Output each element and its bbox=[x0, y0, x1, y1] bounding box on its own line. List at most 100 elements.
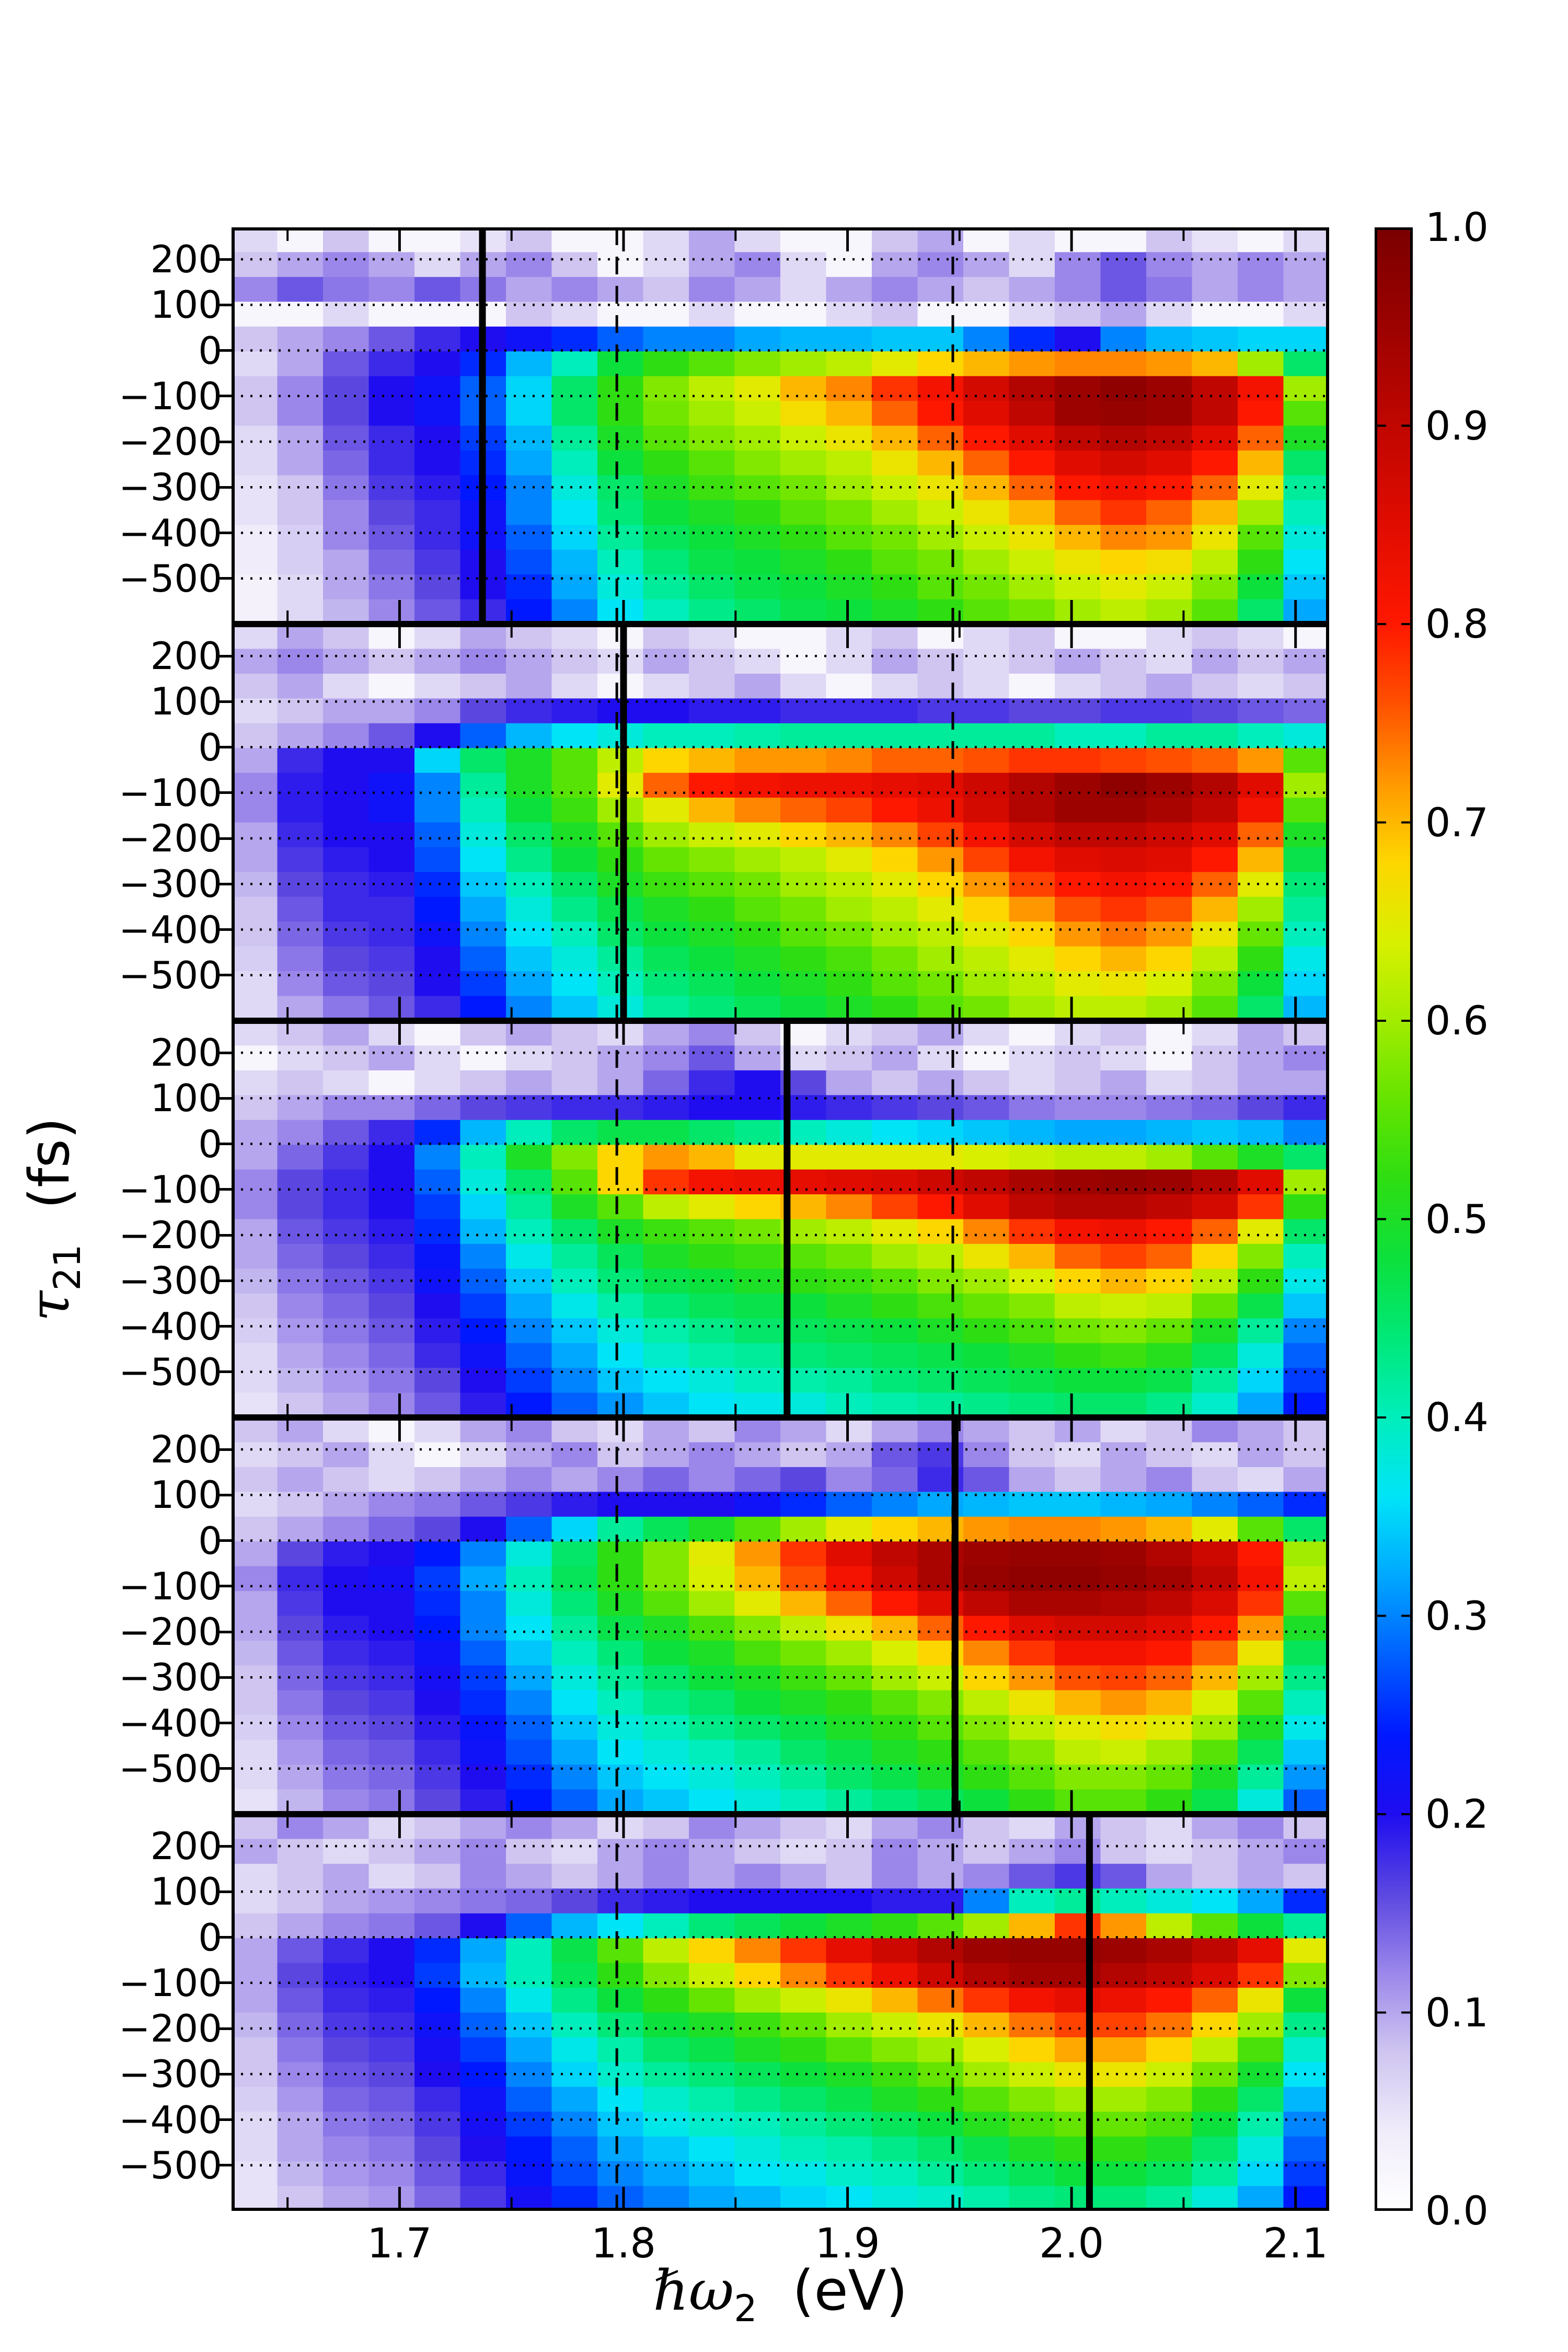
heatmap-cell bbox=[368, 1739, 415, 1765]
heatmap-cell bbox=[1146, 1988, 1193, 2013]
heatmap-cell bbox=[1146, 2161, 1193, 2187]
heatmap-cell bbox=[826, 1021, 872, 1046]
y-axis-title-unit: (fs) bbox=[17, 1117, 82, 1209]
heatmap-cell bbox=[1238, 276, 1284, 302]
heatmap-cell bbox=[506, 1913, 552, 1939]
heatmap-cell bbox=[1009, 1913, 1055, 1939]
heatmap-cell bbox=[1055, 1566, 1101, 1592]
heatmap-cell bbox=[1238, 500, 1284, 525]
heatmap-cell bbox=[780, 1789, 827, 1814]
heatmap-cell bbox=[872, 1938, 918, 1964]
heatmap-cell bbox=[551, 673, 598, 699]
heatmap-cell bbox=[506, 2186, 552, 2211]
heatmap-cell bbox=[277, 1442, 324, 1468]
heatmap-cell bbox=[1283, 971, 1329, 997]
heatmap-cell bbox=[414, 1888, 461, 1914]
heatmap-cell bbox=[506, 1863, 552, 1889]
heatmap-cell bbox=[1192, 673, 1238, 699]
heatmap-cell bbox=[460, 1442, 506, 1468]
heatmap-cell bbox=[1146, 723, 1193, 748]
heatmap-cell bbox=[460, 1739, 506, 1765]
heatmap-cell bbox=[551, 649, 598, 674]
heatmap-cell bbox=[1055, 1169, 1101, 1195]
heatmap-cell bbox=[597, 500, 644, 525]
y-tick-mark bbox=[216, 700, 232, 703]
heatmap-cell bbox=[689, 2086, 735, 2112]
heatmap-cell bbox=[506, 896, 552, 922]
heatmap-cell bbox=[277, 1219, 324, 1244]
heatmap-cell bbox=[460, 1293, 506, 1319]
heatmap-cell bbox=[277, 376, 324, 401]
heatmap-cell bbox=[734, 1145, 781, 1170]
heatmap-cell bbox=[323, 1392, 370, 1417]
heatmap-cell bbox=[643, 946, 689, 972]
heatmap-cell bbox=[1192, 1591, 1238, 1617]
heatmap-cell bbox=[872, 1715, 918, 1740]
heatmap-cell bbox=[826, 748, 872, 774]
heatmap-cell bbox=[689, 1392, 735, 1417]
y-tick-mark bbox=[216, 1630, 232, 1633]
heatmap-cell bbox=[872, 1417, 918, 1443]
heatmap-cell bbox=[232, 450, 278, 476]
heatmap-cell bbox=[1192, 1467, 1238, 1492]
heatmap-cell bbox=[734, 1368, 781, 1393]
heatmap-cell bbox=[872, 624, 918, 649]
heatmap-cell bbox=[414, 1492, 461, 1517]
heatmap-cell bbox=[643, 1169, 689, 1195]
heatmap-cell bbox=[1192, 2012, 1238, 2038]
heatmap-cell bbox=[1283, 574, 1329, 600]
heatmap-cell bbox=[232, 1963, 278, 1988]
heatmap-cell bbox=[1238, 1938, 1284, 1964]
heatmap-cell bbox=[1192, 1145, 1238, 1170]
heatmap-cell bbox=[368, 276, 415, 302]
heatmap-cell bbox=[597, 1243, 644, 1269]
heatmap-cell bbox=[826, 798, 872, 823]
heatmap-cell bbox=[597, 1616, 644, 1641]
y-tick-label: 100 bbox=[150, 1870, 222, 1914]
heatmap-cell bbox=[597, 1839, 644, 1864]
heatmap-cell bbox=[597, 2186, 644, 2211]
heatmap-cell bbox=[1055, 401, 1101, 426]
heatmap-cell bbox=[506, 1467, 552, 1492]
heatmap-cell bbox=[872, 2086, 918, 2112]
heatmap-cell bbox=[1055, 574, 1101, 600]
heatmap-cell bbox=[963, 1988, 1010, 2013]
heatmap-cell bbox=[872, 1070, 918, 1096]
heatmap-cell bbox=[643, 1988, 689, 2013]
heatmap-cell bbox=[963, 276, 1010, 302]
heatmap-cell bbox=[917, 2186, 964, 2211]
heatmap-cell bbox=[1283, 2086, 1329, 2112]
heatmap-cell bbox=[506, 1963, 552, 1988]
heatmap-cell bbox=[597, 1021, 644, 1046]
heatmap-cell bbox=[826, 649, 872, 674]
heatmap-cell bbox=[1100, 326, 1147, 352]
y-tick-mark bbox=[216, 486, 232, 489]
heatmap-cell bbox=[506, 1243, 552, 1269]
heatmap-cell bbox=[1192, 1938, 1238, 1964]
y-tick-mark bbox=[216, 1097, 232, 1100]
heatmap-cell bbox=[597, 1392, 644, 1417]
heatmap-cell bbox=[1055, 376, 1101, 401]
y-tick-label: −400 bbox=[119, 1701, 222, 1745]
heatmap-cell bbox=[277, 1814, 324, 1839]
heatmap-cell bbox=[323, 2037, 370, 2062]
heatmap-cell bbox=[689, 673, 735, 699]
heatmap-cell bbox=[1009, 1839, 1055, 1864]
heatmap-cell bbox=[963, 649, 1010, 674]
heatmap-cell bbox=[1283, 921, 1329, 947]
heatmap-cell bbox=[277, 1739, 324, 1765]
heatmap-cell bbox=[1055, 723, 1101, 748]
heatmap-cell bbox=[414, 1640, 461, 1666]
y-tick-label: −400 bbox=[119, 511, 222, 555]
heatmap-cell bbox=[734, 1863, 781, 1889]
heatmap-cell bbox=[368, 1591, 415, 1617]
heatmap-cell bbox=[1192, 1021, 1238, 1046]
heatmap-cell bbox=[1283, 1665, 1329, 1691]
heatmap-cell bbox=[1055, 847, 1101, 872]
heatmap-cell bbox=[1146, 1765, 1193, 1790]
heatmap-cell bbox=[1146, 450, 1193, 476]
heatmap-cell bbox=[872, 748, 918, 774]
heatmap-cell bbox=[780, 2112, 827, 2137]
y-tick-label: −400 bbox=[119, 907, 222, 952]
heatmap-cell bbox=[1055, 227, 1101, 252]
